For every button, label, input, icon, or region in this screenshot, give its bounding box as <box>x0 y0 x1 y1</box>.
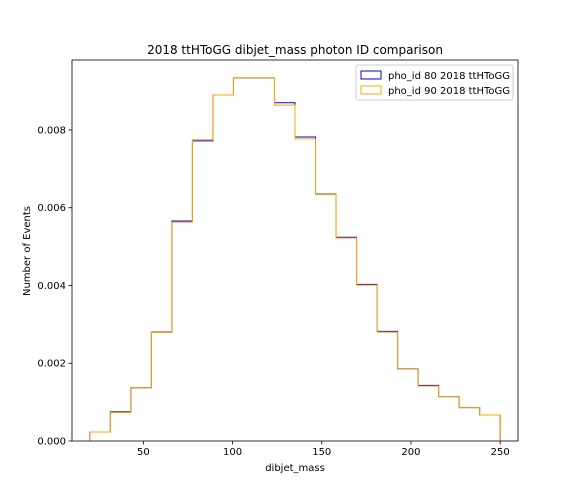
series-layer <box>89 77 501 441</box>
y-tick-label: 0.006 <box>37 203 66 214</box>
x-axis-label: dibjet_mass <box>265 463 325 474</box>
y-tick-label: 0.004 <box>37 281 66 292</box>
legend-label-2: pho_id 90 2018 ttHToGG <box>388 86 510 97</box>
legend-swatch-1 <box>360 70 382 80</box>
chart-title: 2018 ttHToGG dibjet_mass photon ID compa… <box>147 43 443 57</box>
legend-box <box>355 64 514 101</box>
y-tick-label: 0.008 <box>37 125 66 136</box>
x-tick-label: 50 <box>137 447 150 458</box>
axes-layer: 50 100 150 200 250 0.000 0.002 0.004 0.006 0.008 <box>37 59 519 458</box>
x-tick-label: 100 <box>223 447 242 458</box>
y-tick-label: 0.002 <box>37 359 66 370</box>
legend-swatch-2 <box>360 85 382 95</box>
x-tick-label: 200 <box>401 447 420 458</box>
y-tick-label: 0.000 <box>37 437 66 448</box>
axes-frame <box>71 59 519 442</box>
legend: pho_id 80 2018 ttHToGG pho_id 90 2018 ttH… <box>355 64 514 101</box>
x-tick-label: 150 <box>312 447 331 458</box>
series-line-2 <box>89 77 501 441</box>
y-axis-label: Number of Events <box>22 206 33 296</box>
x-tick-label: 250 <box>491 447 510 458</box>
legend-label-1: pho_id 80 2018 ttHToGG <box>388 71 510 82</box>
